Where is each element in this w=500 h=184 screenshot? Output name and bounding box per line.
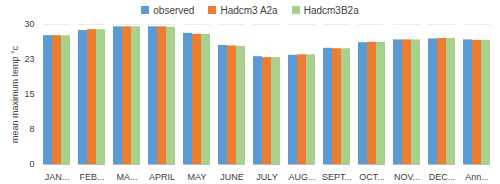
svg-text:30: 30 bbox=[24, 19, 34, 29]
svg-text:AUG...: AUG... bbox=[288, 172, 315, 182]
svg-text:APRIL: APRIL bbox=[149, 172, 175, 182]
svg-text:JAN...: JAN... bbox=[45, 172, 70, 182]
svg-text:JUNE: JUNE bbox=[220, 172, 244, 182]
svg-text:15: 15 bbox=[24, 89, 34, 99]
svg-text:DEC...: DEC... bbox=[429, 172, 456, 182]
svg-text:SEPT...: SEPT... bbox=[322, 172, 352, 182]
svg-text:MA...: MA... bbox=[116, 172, 137, 182]
svg-text:0: 0 bbox=[29, 159, 34, 169]
svg-text:OCT...: OCT... bbox=[359, 172, 385, 182]
svg-text:JULY: JULY bbox=[256, 172, 277, 182]
svg-text:FEB...: FEB... bbox=[79, 172, 104, 182]
svg-text:mean maximum temp °c: mean maximum temp °c bbox=[10, 45, 20, 143]
html-text:observed: observed bbox=[153, 4, 195, 16]
svg-text:NOV...: NOV... bbox=[394, 172, 420, 182]
svg-text:8: 8 bbox=[29, 124, 34, 134]
svg-text:MAY: MAY bbox=[188, 172, 207, 182]
html-text:Hadcm3B2a: Hadcm3B2a bbox=[303, 4, 359, 16]
svg-text:23: 23 bbox=[24, 54, 34, 64]
html-text:Hadcm3 A2a: Hadcm3 A2a bbox=[220, 4, 278, 16]
svg-text:Ann...: Ann... bbox=[465, 172, 489, 182]
